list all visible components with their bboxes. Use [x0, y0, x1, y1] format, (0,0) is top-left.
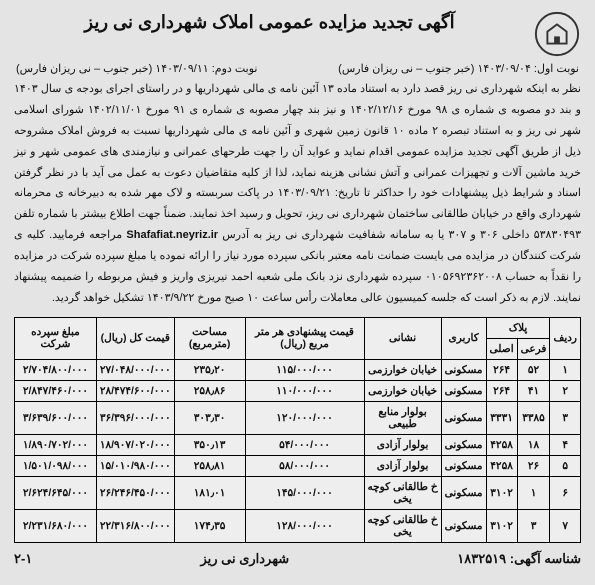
- cell-addr: خیابان خوارزمی: [364, 359, 441, 380]
- cell-use: مسکونی: [441, 476, 486, 509]
- cell-use: مسکونی: [441, 455, 486, 476]
- footer-page: ۲-۱: [14, 551, 32, 567]
- properties-table: ردیف پلاک کاربری نشانی قیمت پیشنهادی هر …: [14, 317, 581, 543]
- cell-addr: بولوار منابع طبیعی: [364, 401, 441, 434]
- cell-dep: ۲/۶۲۴/۶۴۵/۰۰۰: [15, 476, 97, 509]
- cell-f: ۵۲: [517, 359, 550, 380]
- cell-pm: ۱۴۵/۰۰۰/۰۰۰: [245, 476, 364, 509]
- cell-a: ۳۱۰۲: [486, 509, 517, 542]
- th-plak-sub2: اصلی: [486, 338, 517, 359]
- cell-use: مسکونی: [441, 509, 486, 542]
- notice-page: آگهی تجدید مزایده عمومی املاک شهرداری نی…: [0, 0, 595, 585]
- th-deposit: مبلغ سپرده شرکت: [15, 317, 97, 359]
- cell-pm: ۱۲۰/۰۰۰/۰۰۰: [245, 401, 364, 434]
- th-price-m: قیمت پیشنهادی هر متر مربع (ریال): [245, 317, 364, 359]
- table-row: ۱۵۲۲۶۴مسکونیخیابان خوارزمی۱۱۵/۰۰۰/۰۰۰۲۳۵…: [15, 359, 581, 380]
- cell-area: ۳۰۳٫۳۰: [174, 401, 245, 434]
- title-block: آگهی تجدید مزایده عمومی املاک شهرداری نی…: [14, 10, 525, 33]
- cell-dep: ۱/۸۹۰/۷۰۲/۰۰۰: [15, 434, 97, 455]
- cell-area: ۲۵۸٫۸۱: [174, 455, 245, 476]
- cell-addr: خ طالقانی کوچه یخی: [364, 476, 441, 509]
- cell-dep: ۲/۷۰۴/۸۰۰/۰۰۰: [15, 359, 97, 380]
- th-area: مساحت (مترمربع): [174, 317, 245, 359]
- cell-total: ۲۲/۳۱۶/۸۰۰/۰۰۰: [96, 509, 174, 542]
- cell-total: ۱۸/۹۰۷/۰۲۰/۰۰۰: [96, 434, 174, 455]
- cell-a: ۴۲۵۸: [486, 434, 517, 455]
- cell-use: مسکونی: [441, 380, 486, 401]
- body-text: نظر به اینکه شهرداری نی ریز قصد دارد به …: [14, 79, 581, 309]
- cell-total: ۱۵/۰۱۰/۹۸۰/۰۰۰: [96, 455, 174, 476]
- cell-total: ۲۸/۴۷۴/۶۰۰/۰۰۰: [96, 380, 174, 401]
- cell-pm: ۱۱۵/۰۰۰/۰۰۰: [245, 359, 364, 380]
- municipality-logo: [533, 10, 581, 58]
- cell-f: ۱: [517, 476, 550, 509]
- notice-id: شناسه آگهی: ۱۸۳۲۵۱۹: [457, 551, 581, 567]
- cell-a: ۲۶۴: [486, 380, 517, 401]
- table-row: ۷۳۳۱۰۲مسکونیخ طالقانی کوچه یخی۱۲۸/۰۰۰/۰۰…: [15, 509, 581, 542]
- footer-center: شهرداری نی ریز: [200, 551, 289, 567]
- cell-pm: ۱۱۰/۰۰۰/۰۰۰: [245, 380, 364, 401]
- cell-dep: ۳/۶۳۹/۶۰۰/۰۰۰: [15, 401, 97, 434]
- th-plak-sub1: فرعی: [517, 338, 550, 359]
- table-row: ۶۱۳۱۰۲مسکونیخ طالقانی کوچه یخی۱۴۵/۰۰۰/۰۰…: [15, 476, 581, 509]
- cell-n: ۴: [550, 434, 581, 455]
- cell-addr: بولوار آزادی: [364, 434, 441, 455]
- cell-total: ۳۶/۳۹۶/۰۰۰/۰۰۰: [96, 401, 174, 434]
- cell-total: ۲۶/۲۴۶/۴۵۰/۰۰۰: [96, 476, 174, 509]
- th-total: قیمت کل (ریال): [96, 317, 174, 359]
- cell-n: ۲: [550, 380, 581, 401]
- cell-f: ۲۶: [517, 455, 550, 476]
- cell-a: ۳۱۰۲: [486, 476, 517, 509]
- table-row: ۳۳۳۸۵۳۳۳۱مسکونیبولوار منابع طبیعی۱۲۰/۰۰۰…: [15, 401, 581, 434]
- cell-use: مسکونی: [441, 401, 486, 434]
- first-date: نوبت اول: ۱۴۰۳/۰۹/۰۴ (خبر جنوب – نی ریزا…: [338, 62, 579, 75]
- cell-use: مسکونی: [441, 434, 486, 455]
- cell-area: ۱۸۱٫۰۱: [174, 476, 245, 509]
- cell-pm: ۱۲۸/۰۰۰/۰۰۰: [245, 509, 364, 542]
- second-date: نوبت دوم: ۱۴۰۳/۰۹/۱۱ (خبر جنوب – نی ریزا…: [16, 62, 257, 75]
- cell-pm: ۵۴/۰۰۰/۰۰۰: [245, 434, 364, 455]
- cell-area: ۳۵۰٫۱۳: [174, 434, 245, 455]
- th-plak: پلاک: [486, 317, 550, 338]
- cell-f: ۳: [517, 509, 550, 542]
- cell-area: ۱۷۴٫۳۵: [174, 509, 245, 542]
- table-row: ۵۲۶۴۲۵۸مسکونیبولوار آزادی۵۸/۰۰۰/۰۰۰۲۵۸٫۸…: [15, 455, 581, 476]
- cell-area: ۲۵۸٫۸۶: [174, 380, 245, 401]
- cell-a: ۲۶۴: [486, 359, 517, 380]
- main-title: آگهی تجدید مزایده عمومی املاک شهرداری نی…: [14, 12, 525, 33]
- cell-dep: ۲/۲۳۱/۶۸۰/۰۰۰: [15, 509, 97, 542]
- cell-n: ۱: [550, 359, 581, 380]
- table-row: ۲۴۱۲۶۴مسکونیخیابان خوارزمی۱۱۰/۰۰۰/۰۰۰۲۵۸…: [15, 380, 581, 401]
- dates-row: نوبت اول: ۱۴۰۳/۰۹/۰۴ (خبر جنوب – نی ریزا…: [14, 62, 581, 75]
- cell-a: ۴۲۵۸: [486, 455, 517, 476]
- cell-addr: خیابان خوارزمی: [364, 380, 441, 401]
- cell-n: ۶: [550, 476, 581, 509]
- cell-n: ۳: [550, 401, 581, 434]
- table-row: ۴۱۸۴۲۵۸مسکونیبولوار آزادی۵۴/۰۰۰/۰۰۰۳۵۰٫۱…: [15, 434, 581, 455]
- cell-addr: بولوار آزادی: [364, 455, 441, 476]
- cell-use: مسکونی: [441, 359, 486, 380]
- cell-area: ۲۳۵٫۲۰: [174, 359, 245, 380]
- header: آگهی تجدید مزایده عمومی املاک شهرداری نی…: [14, 10, 581, 58]
- th-addr: نشانی: [364, 317, 441, 359]
- cell-f: ۱۸: [517, 434, 550, 455]
- cell-dep: ۱/۵۰۱/۰۹۸/۰۰۰: [15, 455, 97, 476]
- th-use: کاربری: [441, 317, 486, 359]
- cell-dep: ۲/۸۴۷/۴۶۰/۰۰۰: [15, 380, 97, 401]
- cell-addr: خ طالقانی کوچه یخی: [364, 509, 441, 542]
- th-row: ردیف: [550, 317, 581, 359]
- footer-row: شناسه آگهی: ۱۸۳۲۵۱۹ شهرداری نی ریز ۲-۱: [14, 551, 581, 567]
- cell-f: ۴۱: [517, 380, 550, 401]
- cell-total: ۲۷/۰۴۸/۰۰۰/۰۰۰: [96, 359, 174, 380]
- cell-pm: ۵۸/۰۰۰/۰۰۰: [245, 455, 364, 476]
- cell-n: ۵: [550, 455, 581, 476]
- cell-n: ۷: [550, 509, 581, 542]
- cell-a: ۳۳۳۱: [486, 401, 517, 434]
- cell-f: ۳۳۸۵: [517, 401, 550, 434]
